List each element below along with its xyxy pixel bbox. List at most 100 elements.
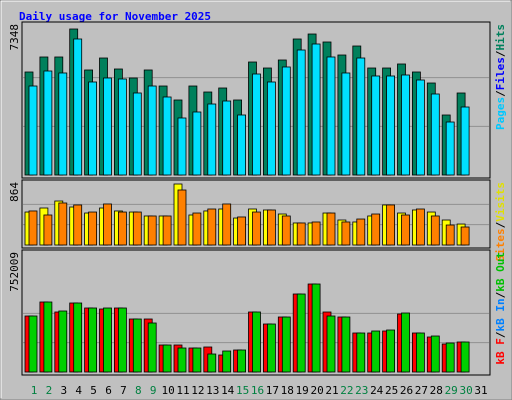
x-tick-label: 27 <box>415 384 428 397</box>
x-tick-label: 28 <box>430 384 443 397</box>
bar <box>326 212 336 246</box>
x-tick-label: 1 <box>31 384 38 397</box>
bar <box>73 38 83 176</box>
x-tick-label: 6 <box>105 384 112 397</box>
bar <box>266 81 276 176</box>
bar <box>460 341 470 373</box>
x-tick-label: 18 <box>281 384 294 397</box>
x-tick-label: 2 <box>46 384 53 397</box>
bar <box>222 350 232 373</box>
bar <box>341 72 351 176</box>
bar <box>73 302 83 373</box>
bar <box>326 315 336 373</box>
bar <box>341 316 351 373</box>
bar <box>192 111 202 176</box>
x-tick-label: 3 <box>60 384 67 397</box>
bar <box>266 323 276 373</box>
legend-entry: kB Out <box>494 252 507 292</box>
bar <box>356 218 366 246</box>
bar <box>28 210 38 246</box>
bar <box>460 106 470 176</box>
bar <box>371 330 381 373</box>
bar <box>177 189 187 246</box>
bar <box>118 307 127 373</box>
bar <box>386 329 396 373</box>
x-tick-label: 17 <box>266 384 279 397</box>
x-tick-label: 21 <box>325 384 338 397</box>
bar <box>326 56 336 176</box>
bar <box>192 347 202 373</box>
bar <box>177 117 187 176</box>
bar <box>460 226 470 246</box>
x-tick-label: 15 <box>236 384 249 397</box>
x-tick-label: 22 <box>340 384 353 397</box>
x-tick-label: 26 <box>400 384 413 397</box>
bar <box>311 43 321 176</box>
bar <box>132 211 142 246</box>
bar <box>296 49 306 176</box>
legend: Sites/Visits <box>494 182 507 262</box>
bar <box>222 203 232 246</box>
legend-entry: kB In <box>494 298 507 331</box>
bar <box>356 57 366 176</box>
legend-separator: / <box>494 90 507 97</box>
bar <box>430 215 440 246</box>
bar <box>58 310 68 373</box>
bar <box>237 216 247 246</box>
bar <box>281 66 291 176</box>
bar <box>147 215 157 246</box>
bar <box>43 301 53 373</box>
x-tick-label: 23 <box>355 384 368 397</box>
bar <box>177 347 187 373</box>
bar <box>356 332 366 373</box>
x-tick-label: 24 <box>370 384 384 397</box>
legend-entry: kB F <box>494 338 507 365</box>
legend: Pages/Files/Hits <box>494 24 507 130</box>
bar <box>445 342 455 373</box>
bar <box>386 204 396 246</box>
bar <box>207 353 217 373</box>
bar <box>401 74 410 176</box>
bar <box>341 221 351 246</box>
bar <box>207 103 217 176</box>
bar <box>415 79 425 176</box>
bar <box>43 70 53 176</box>
bar <box>103 203 112 246</box>
bar <box>103 307 112 373</box>
bar <box>43 214 53 246</box>
legend-entry: Visits <box>494 182 507 222</box>
bar <box>58 72 68 176</box>
x-tick-label: 29 <box>445 384 458 397</box>
bar <box>162 344 172 373</box>
bar <box>386 75 396 176</box>
bar <box>88 81 97 176</box>
legend-entry: Sites <box>494 228 507 261</box>
bar <box>222 100 232 176</box>
bar <box>103 77 112 176</box>
bar <box>430 93 440 176</box>
chart-title: Daily usage for November 2025 <box>19 10 211 23</box>
bar <box>162 96 172 176</box>
bar <box>118 211 127 246</box>
x-tick-label: 10 <box>161 384 174 397</box>
bar <box>252 211 261 246</box>
bar <box>311 283 321 373</box>
bar <box>371 213 381 246</box>
x-tick-label: 30 <box>459 384 472 397</box>
bar <box>445 121 455 176</box>
bar <box>88 211 97 246</box>
bar <box>237 349 247 373</box>
x-tick-label: 8 <box>135 384 142 397</box>
legend-entry: Files <box>494 57 507 90</box>
bar <box>281 215 291 246</box>
bar <box>28 315 38 373</box>
bar <box>430 335 440 373</box>
legend-separator: / <box>494 50 507 57</box>
bar <box>296 293 306 373</box>
bar <box>445 224 455 246</box>
bar <box>281 316 291 373</box>
bar <box>132 92 142 176</box>
legend-separator: / <box>494 331 507 338</box>
bar <box>88 307 97 373</box>
bar <box>296 222 306 246</box>
